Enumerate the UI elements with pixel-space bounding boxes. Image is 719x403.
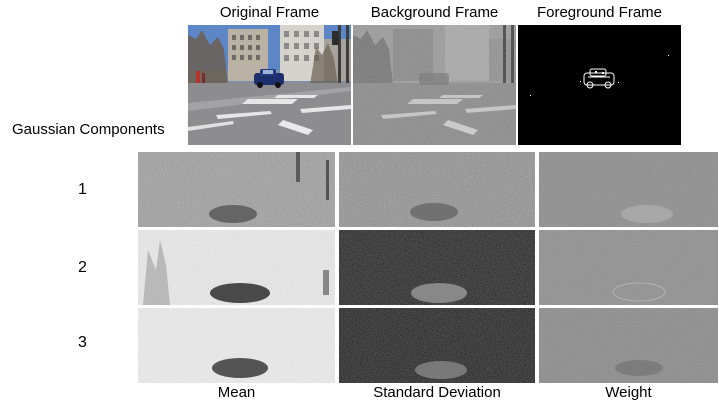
component-1-std-image bbox=[339, 152, 535, 227]
component-number-2: 2 bbox=[78, 259, 87, 276]
component-number-3: 3 bbox=[78, 334, 87, 351]
component-1-mean-image bbox=[138, 152, 335, 227]
column-label-mean: Mean bbox=[217, 384, 256, 401]
background-frame-image bbox=[353, 25, 516, 145]
component-2-weight-image bbox=[539, 230, 718, 305]
foreground-frame-image bbox=[518, 25, 681, 145]
column-label-standard-deviation: Standard Deviation bbox=[373, 384, 501, 401]
header-foreground-frame: Foreground Frame bbox=[536, 4, 663, 21]
header-original-frame: Original Frame bbox=[219, 4, 320, 21]
header-background-frame: Background Frame bbox=[370, 4, 499, 21]
component-number-1: 1 bbox=[78, 181, 87, 198]
component-3-std-image bbox=[339, 308, 535, 383]
component-3-weight-image bbox=[539, 308, 718, 383]
component-2-mean-image bbox=[138, 230, 335, 305]
column-label-weight: Weight bbox=[605, 384, 652, 401]
original-frame-image bbox=[188, 25, 351, 145]
component-3-mean-image bbox=[138, 308, 335, 383]
component-1-weight-image bbox=[539, 152, 718, 227]
component-2-std-image bbox=[339, 230, 535, 305]
gaussian-components-label: Gaussian Components bbox=[12, 121, 165, 138]
